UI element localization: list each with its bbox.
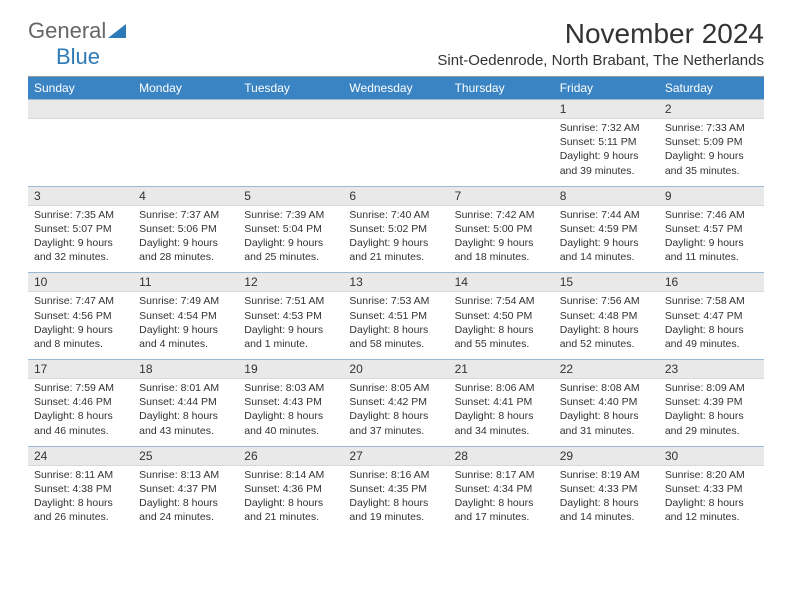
- day-number: 11: [133, 273, 238, 291]
- day-info: [449, 119, 554, 186]
- day-number: 28: [449, 447, 554, 465]
- day-info: [133, 119, 238, 186]
- day-number: [343, 100, 448, 118]
- day-info: Sunrise: 7:59 AMSunset: 4:46 PMDaylight:…: [28, 379, 133, 446]
- day-info: Sunrise: 7:40 AMSunset: 5:02 PMDaylight:…: [343, 206, 448, 273]
- col-monday: Monday: [133, 77, 238, 99]
- day-number: 19: [238, 360, 343, 378]
- day-number: 12: [238, 273, 343, 291]
- info-row: Sunrise: 7:35 AMSunset: 5:07 PMDaylight:…: [28, 206, 764, 273]
- day-number: 9: [659, 187, 764, 205]
- day-info: Sunrise: 7:51 AMSunset: 4:53 PMDaylight:…: [238, 292, 343, 359]
- day-number: [28, 100, 133, 118]
- day-number: 7: [449, 187, 554, 205]
- day-number: 25: [133, 447, 238, 465]
- info-row: Sunrise: 8:11 AMSunset: 4:38 PMDaylight:…: [28, 466, 764, 533]
- col-saturday: Saturday: [659, 77, 764, 99]
- day-info: Sunrise: 7:49 AMSunset: 4:54 PMDaylight:…: [133, 292, 238, 359]
- daynum-row: 3456789: [28, 186, 764, 206]
- day-info: [28, 119, 133, 186]
- day-info: [343, 119, 448, 186]
- day-info: Sunrise: 7:58 AMSunset: 4:47 PMDaylight:…: [659, 292, 764, 359]
- day-info: Sunrise: 8:01 AMSunset: 4:44 PMDaylight:…: [133, 379, 238, 446]
- day-info: Sunrise: 7:47 AMSunset: 4:56 PMDaylight:…: [28, 292, 133, 359]
- day-info: Sunrise: 7:44 AMSunset: 4:59 PMDaylight:…: [554, 206, 659, 273]
- day-number: 8: [554, 187, 659, 205]
- day-number: [449, 100, 554, 118]
- day-number: 18: [133, 360, 238, 378]
- day-number: 20: [343, 360, 448, 378]
- day-info: Sunrise: 8:13 AMSunset: 4:37 PMDaylight:…: [133, 466, 238, 533]
- daynum-row: 10111213141516: [28, 272, 764, 292]
- day-info: Sunrise: 7:54 AMSunset: 4:50 PMDaylight:…: [449, 292, 554, 359]
- day-info: Sunrise: 7:39 AMSunset: 5:04 PMDaylight:…: [238, 206, 343, 273]
- calendar-header-row: Sunday Monday Tuesday Wednesday Thursday…: [28, 77, 764, 99]
- location: Sint-Oedenrode, North Brabant, The Nethe…: [437, 52, 764, 69]
- daynum-row: 17181920212223: [28, 359, 764, 379]
- day-number: 29: [554, 447, 659, 465]
- daynum-row: 12: [28, 99, 764, 119]
- day-info: Sunrise: 8:03 AMSunset: 4:43 PMDaylight:…: [238, 379, 343, 446]
- logo: General Blue: [28, 18, 126, 70]
- col-tuesday: Tuesday: [238, 77, 343, 99]
- day-number: 26: [238, 447, 343, 465]
- day-number: [238, 100, 343, 118]
- day-info: Sunrise: 8:16 AMSunset: 4:35 PMDaylight:…: [343, 466, 448, 533]
- title-block: November 2024 Sint-Oedenrode, North Brab…: [437, 18, 764, 69]
- day-number: 4: [133, 187, 238, 205]
- info-row: Sunrise: 7:32 AMSunset: 5:11 PMDaylight:…: [28, 119, 764, 186]
- col-thursday: Thursday: [449, 77, 554, 99]
- day-info: Sunrise: 7:46 AMSunset: 4:57 PMDaylight:…: [659, 206, 764, 273]
- info-row: Sunrise: 7:47 AMSunset: 4:56 PMDaylight:…: [28, 292, 764, 359]
- day-info: Sunrise: 8:06 AMSunset: 4:41 PMDaylight:…: [449, 379, 554, 446]
- day-number: 5: [238, 187, 343, 205]
- day-info: Sunrise: 8:09 AMSunset: 4:39 PMDaylight:…: [659, 379, 764, 446]
- day-info: Sunrise: 7:32 AMSunset: 5:11 PMDaylight:…: [554, 119, 659, 186]
- day-info: Sunrise: 7:37 AMSunset: 5:06 PMDaylight:…: [133, 206, 238, 273]
- day-number: 2: [659, 100, 764, 118]
- logo-text: General Blue: [28, 18, 126, 70]
- header: General Blue November 2024 Sint-Oedenrod…: [28, 18, 764, 70]
- day-number: 3: [28, 187, 133, 205]
- calendar-body: 12 Sunrise: 7:32 AMSunset: 5:11 PMDaylig…: [28, 99, 764, 532]
- day-info: Sunrise: 8:05 AMSunset: 4:42 PMDaylight:…: [343, 379, 448, 446]
- logo-word-blue: Blue: [56, 44, 100, 69]
- col-sunday: Sunday: [28, 77, 133, 99]
- day-info: Sunrise: 8:14 AMSunset: 4:36 PMDaylight:…: [238, 466, 343, 533]
- day-info: [238, 119, 343, 186]
- logo-triangle-icon: [108, 24, 126, 43]
- col-friday: Friday: [554, 77, 659, 99]
- logo-word-general: General: [28, 18, 106, 43]
- info-row: Sunrise: 7:59 AMSunset: 4:46 PMDaylight:…: [28, 379, 764, 446]
- page: General Blue November 2024 Sint-Oedenrod…: [0, 0, 792, 542]
- day-info: Sunrise: 7:35 AMSunset: 5:07 PMDaylight:…: [28, 206, 133, 273]
- day-number: 27: [343, 447, 448, 465]
- day-number: 15: [554, 273, 659, 291]
- day-number: 1: [554, 100, 659, 118]
- day-info: Sunrise: 7:33 AMSunset: 5:09 PMDaylight:…: [659, 119, 764, 186]
- day-number: 17: [28, 360, 133, 378]
- day-info: Sunrise: 8:19 AMSunset: 4:33 PMDaylight:…: [554, 466, 659, 533]
- day-info: Sunrise: 7:42 AMSunset: 5:00 PMDaylight:…: [449, 206, 554, 273]
- day-number: 24: [28, 447, 133, 465]
- day-info: Sunrise: 7:53 AMSunset: 4:51 PMDaylight:…: [343, 292, 448, 359]
- col-wednesday: Wednesday: [343, 77, 448, 99]
- day-number: 16: [659, 273, 764, 291]
- day-info: Sunrise: 7:56 AMSunset: 4:48 PMDaylight:…: [554, 292, 659, 359]
- day-info: Sunrise: 8:17 AMSunset: 4:34 PMDaylight:…: [449, 466, 554, 533]
- day-number: 10: [28, 273, 133, 291]
- daynum-row: 24252627282930: [28, 446, 764, 466]
- day-info: Sunrise: 8:08 AMSunset: 4:40 PMDaylight:…: [554, 379, 659, 446]
- month-title: November 2024: [437, 18, 764, 50]
- day-number: 6: [343, 187, 448, 205]
- day-number: 30: [659, 447, 764, 465]
- day-info: Sunrise: 8:20 AMSunset: 4:33 PMDaylight:…: [659, 466, 764, 533]
- day-number: 21: [449, 360, 554, 378]
- day-number: 23: [659, 360, 764, 378]
- day-number: 13: [343, 273, 448, 291]
- day-number: 22: [554, 360, 659, 378]
- day-info: Sunrise: 8:11 AMSunset: 4:38 PMDaylight:…: [28, 466, 133, 533]
- day-number: 14: [449, 273, 554, 291]
- day-number: [133, 100, 238, 118]
